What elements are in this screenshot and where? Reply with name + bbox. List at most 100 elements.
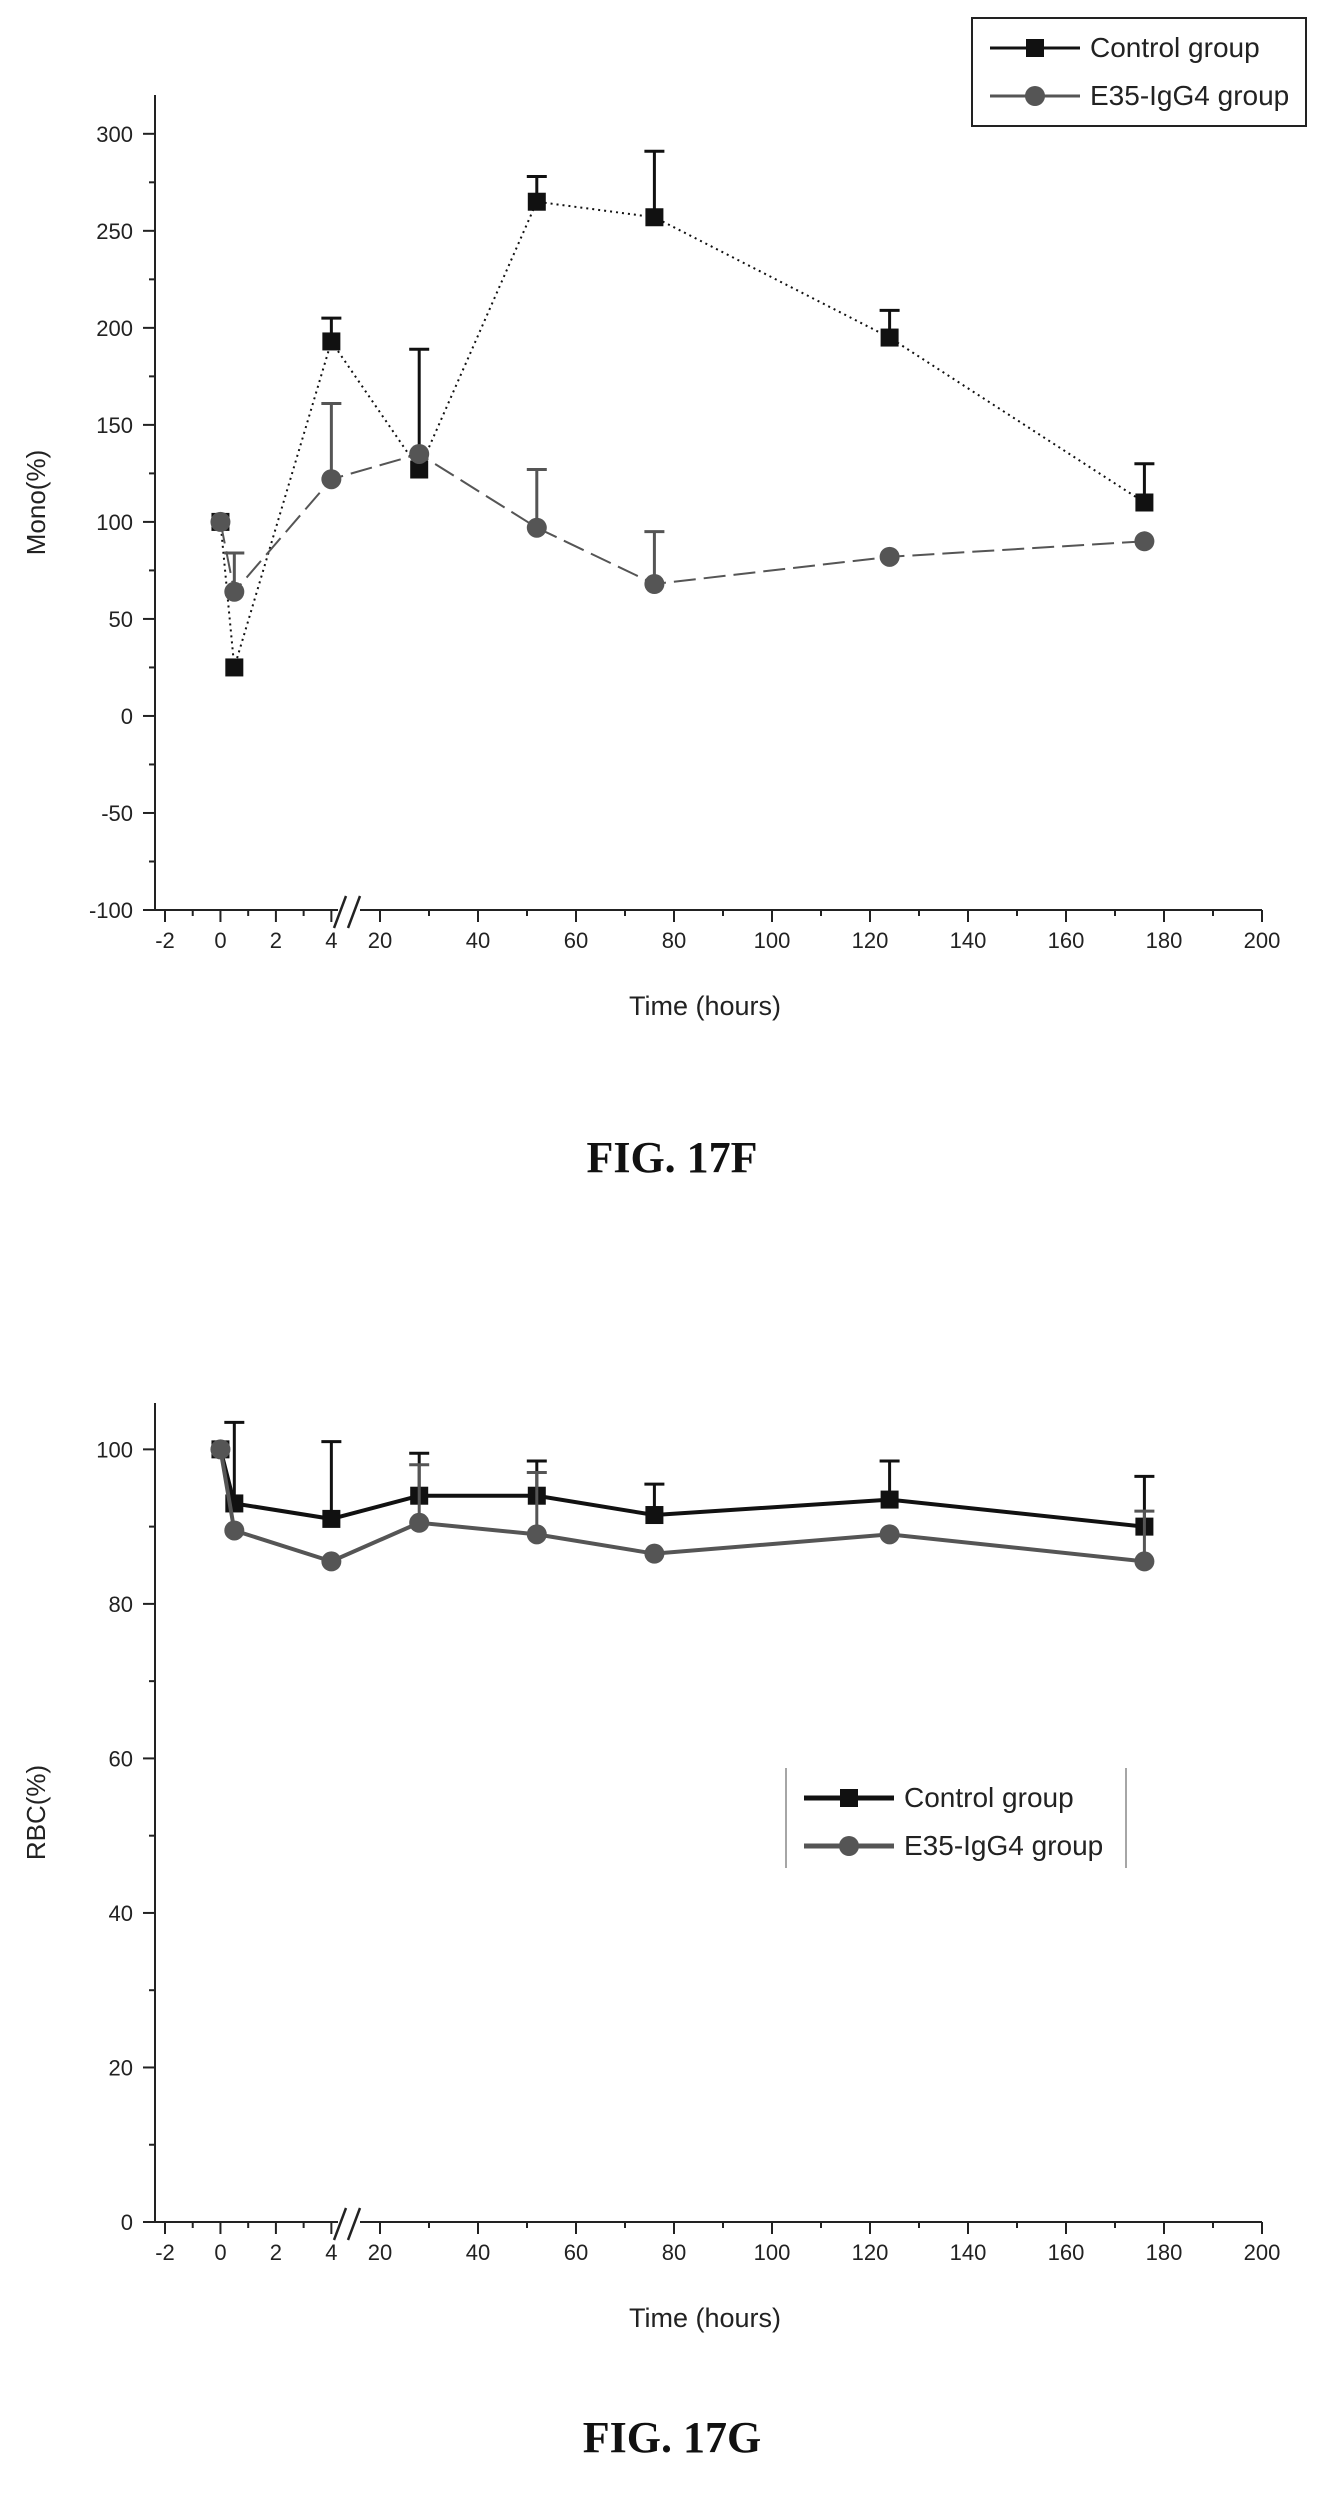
- data-point-circle: [409, 1512, 430, 1533]
- y-tick-label: 100: [96, 1437, 133, 1462]
- axis-break-mark: [332, 2207, 348, 2241]
- data-point-circle: [1134, 531, 1155, 552]
- axis-break-mark: [332, 895, 348, 929]
- data-point-circle: [210, 1439, 231, 1460]
- data-point-circle: [526, 517, 547, 538]
- y-tick-label: 60: [109, 1746, 133, 1771]
- data-point-circle: [409, 443, 430, 464]
- x-tick-label: 180: [1146, 928, 1183, 953]
- x-tick-label: 20: [368, 928, 392, 953]
- data-point-circle: [644, 1543, 665, 1564]
- y-tick-label: -50: [101, 801, 133, 826]
- x-tick-label: 60: [564, 2240, 588, 2265]
- data-point-square: [880, 1490, 899, 1509]
- data-point-square: [410, 460, 429, 479]
- x-tick-label: -2: [155, 928, 175, 953]
- chart-fig-17f: -100 -50 0 50 100 150 200 250 300 Mono(%) -2 0 2 4 20 4…: [21, 17, 1307, 1021]
- x-tick-label: 60: [564, 928, 588, 953]
- series-control-group: [211, 1420, 1155, 1536]
- legend-label: Control group: [1090, 32, 1260, 63]
- axis-break-mark: [346, 2207, 362, 2241]
- series-e35-igg4-group: [210, 402, 1155, 602]
- series-line: [219, 200, 1145, 668]
- x-tick-label: 20: [368, 2240, 392, 2265]
- y-tick-label: 300: [96, 122, 133, 147]
- series-e35-igg4-group: [210, 1439, 1155, 1572]
- data-point-circle: [210, 511, 231, 532]
- y-tick-label: 200: [96, 316, 133, 341]
- x-tick-label: 200: [1244, 2240, 1281, 2265]
- data-point-square: [645, 208, 664, 227]
- data-point-circle: [879, 1524, 900, 1545]
- x-tick-label: 120: [852, 928, 889, 953]
- x-tick-label: 80: [662, 928, 686, 953]
- y-axis-label: Mono(%): [21, 450, 51, 555]
- x-tick-label: 140: [950, 928, 987, 953]
- legend-label: E35-IgG4 group: [1090, 80, 1289, 111]
- x-tick-label: 0: [214, 928, 226, 953]
- legend-box: [971, 17, 1307, 127]
- x-tick-label: 40: [466, 2240, 490, 2265]
- legend-label: E35-IgG4 group: [904, 1830, 1103, 1861]
- y-tick-label: 250: [96, 219, 133, 244]
- x-axis-label: Time (hours): [629, 2303, 781, 2333]
- data-point-square: [322, 332, 341, 351]
- y-tick-label: 50: [109, 607, 133, 632]
- legend-marker-square: [840, 1789, 858, 1807]
- legend-marker-circle: [1025, 86, 1045, 106]
- data-point-circle: [224, 581, 245, 602]
- data-point-circle: [321, 469, 342, 490]
- x-tick-label: 200: [1244, 928, 1281, 953]
- y-tick-label: 100: [96, 510, 133, 535]
- data-point-square: [527, 192, 546, 211]
- x-tick-label: 160: [1048, 2240, 1085, 2265]
- data-point-square: [225, 658, 244, 677]
- legend-marker-square: [1026, 39, 1044, 57]
- figure-caption-17f: FIG. 17F: [586, 1133, 757, 1182]
- data-point-circle: [526, 1524, 547, 1545]
- data-point-square: [880, 328, 899, 347]
- legend: Control group E35-IgG4 group: [971, 17, 1307, 127]
- data-point-square: [1135, 493, 1154, 512]
- legend: Control group E35-IgG4 group: [785, 1768, 1127, 1868]
- x-tick-label: 180: [1146, 2240, 1183, 2265]
- series-line: [218, 1449, 1145, 1564]
- data-point-circle: [879, 546, 900, 567]
- x-tick-label: 120: [852, 2240, 889, 2265]
- axis-break-mark: [346, 895, 362, 929]
- data-point-circle: [224, 1520, 245, 1541]
- x-axis-label: Time (hours): [629, 991, 781, 1021]
- series-control-group: [211, 149, 1155, 677]
- data-point-square: [322, 1509, 341, 1528]
- series-line: [219, 452, 1145, 594]
- y-tick-label: 40: [109, 1901, 133, 1926]
- legend-marker-circle: [839, 1836, 859, 1856]
- data-point-square: [645, 1506, 664, 1525]
- x-tick-label: 80: [662, 2240, 686, 2265]
- y-tick-label: 0: [121, 2210, 133, 2235]
- chart-fig-17g: 0 20 40 60 80 100 RBC(%) -2 0 2 4 20 40 60 80 100 120 140…: [21, 1403, 1280, 2333]
- x-tick-label: 2: [270, 2240, 282, 2265]
- x-tick-label: 0: [214, 2240, 226, 2265]
- x-tick-label: 140: [950, 2240, 987, 2265]
- y-tick-label: 150: [96, 413, 133, 438]
- y-tick-label: 80: [109, 1592, 133, 1617]
- y-tick-label: -100: [89, 898, 133, 923]
- y-axis-label: RBC(%): [21, 1765, 51, 1860]
- y-tick-label: 0: [121, 704, 133, 729]
- series-line: [218, 1448, 1145, 1529]
- data-point-circle: [1134, 1551, 1155, 1572]
- data-point-circle: [644, 574, 665, 594]
- x-tick-label: 4: [325, 928, 337, 953]
- figure-caption-17g: FIG. 17G: [583, 2413, 761, 2462]
- x-tick-label: 100: [754, 928, 791, 953]
- x-tick-label: -2: [155, 2240, 175, 2265]
- y-tick-label: 20: [109, 2055, 133, 2080]
- x-tick-label: 2: [270, 928, 282, 953]
- data-point-circle: [321, 1551, 342, 1572]
- x-tick-label: 100: [754, 2240, 791, 2265]
- x-tick-label: 40: [466, 928, 490, 953]
- x-tick-label: 4: [325, 2240, 337, 2265]
- x-tick-label: 160: [1048, 928, 1085, 953]
